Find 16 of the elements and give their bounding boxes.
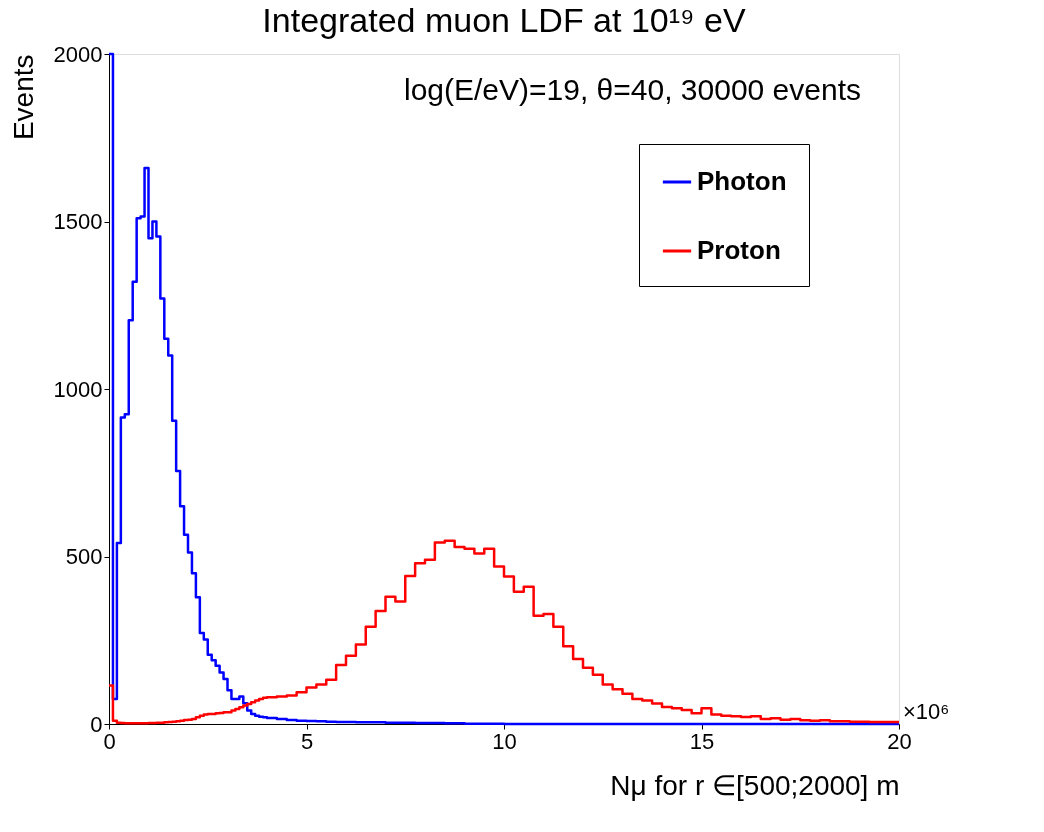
x-tick-label: 5 xyxy=(300,728,314,754)
text: ×10⁶ xyxy=(903,699,950,724)
chart-title: Integrated muon LDF at 10¹⁹ eV xyxy=(262,1,746,39)
y-axis-title: Events xyxy=(7,54,39,141)
x-tick-label: 15 xyxy=(689,728,715,754)
y-tick-label: 2000 xyxy=(53,41,103,67)
annotation: log(E/eV)=19, θ=40, 30000 events xyxy=(403,73,861,106)
legend-label: Photon xyxy=(697,166,787,196)
y-tick-label: 500 xyxy=(65,544,103,569)
x-tick-label: 10 xyxy=(492,728,517,754)
legend-label: Proton xyxy=(697,235,781,265)
y-tick-label: 0 xyxy=(90,711,103,737)
y-tick-label: 1000 xyxy=(53,376,103,402)
x-tick-label: 20 xyxy=(887,728,912,754)
y-tick-label: 1500 xyxy=(53,209,103,234)
x-axis-title: Nμ for r ∈[500;2000] m xyxy=(610,769,900,801)
